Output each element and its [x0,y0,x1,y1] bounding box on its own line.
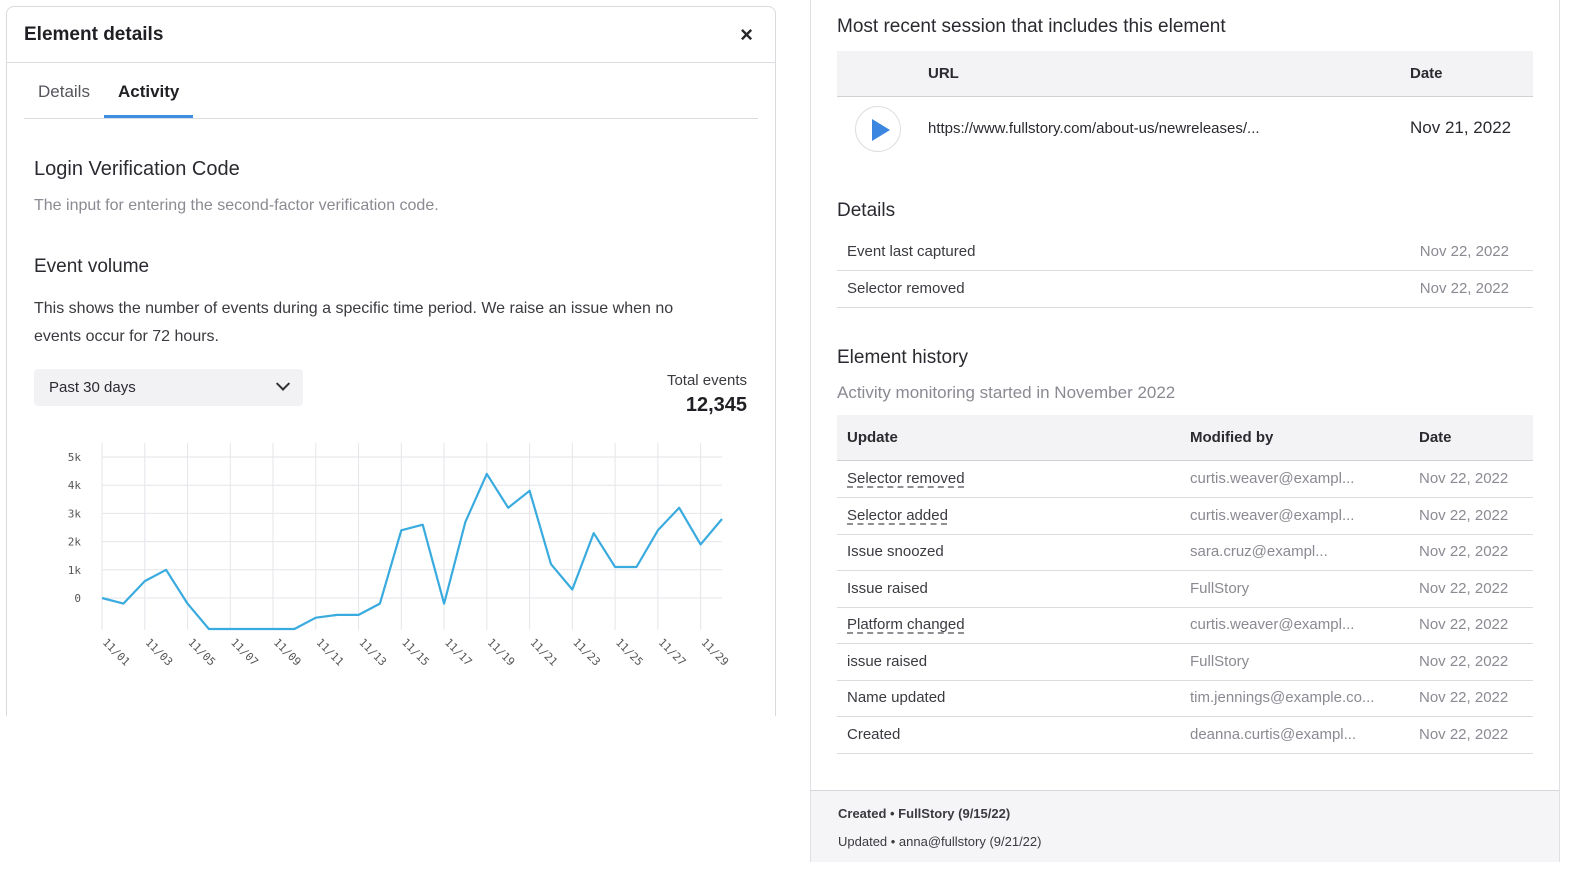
x-tick-label: 11/01 [100,636,133,669]
panel-header: Element details × [7,7,775,63]
tab-bar: Details Activity [24,63,758,119]
history-modified-by: FullStory [1190,580,1250,597]
history-row: Selector added curtis.weaver@exampl... N… [837,498,1533,535]
date-column-header: Date [1410,65,1443,82]
history-subtitle: Activity monitoring started in November … [837,383,1176,402]
detail-value: Nov 22, 2022 [1419,280,1509,297]
period-dropdown[interactable]: Past 30 days [34,369,303,406]
y-tick-label: 2k [68,536,82,549]
x-tick-label: 11/15 [399,636,432,669]
detail-value: Nov 22, 2022 [1419,243,1509,260]
date-column-header: Date [1419,429,1452,446]
history-row: Selector removed curtis.weaver@exampl...… [837,461,1533,498]
element-details-panel: Element details × Details Activity Login… [6,6,776,716]
total-events-label: Total events [666,372,747,389]
history-modified-by: deanna.curtis@exampl... [1190,726,1357,743]
x-tick-label: 11/09 [271,636,304,669]
history-row: Issue raised FullStory Nov 22, 2022 [837,571,1533,608]
history-row: Created deanna.curtis@exampl... Nov 22, … [837,717,1533,754]
x-tick-label: 11/17 [442,636,475,669]
tab-details[interactable]: Details [38,82,90,101]
history-update: Created [847,726,901,743]
y-tick-label: 3k [68,507,82,520]
event-volume-heading: Event volume [34,256,150,277]
x-tick-label: 11/07 [228,636,261,669]
x-tick-label: 11/21 [527,636,560,669]
element-description: The input for entering the second-factor… [34,197,439,214]
period-dropdown-value: Past 30 days [49,379,136,396]
x-tick-label: 11/23 [570,636,603,669]
history-date: Nov 22, 2022 [1419,653,1509,670]
history-modified-by: curtis.weaver@exampl... [1190,470,1355,487]
x-tick-label: 11/05 [185,636,218,669]
panel-title: Element details [24,23,164,45]
total-events-value: 12,345 [685,394,747,416]
history-modified-by: FullStory [1190,653,1250,670]
x-tick-label: 11/27 [656,636,689,669]
y-tick-label: 0 [74,592,81,605]
session-date: Nov 21, 2022 [1410,118,1512,137]
history-date: Nov 22, 2022 [1419,689,1509,706]
x-tick-label: 11/03 [143,636,176,669]
close-icon[interactable]: × [740,21,753,47]
history-update: Issue raised [847,580,928,597]
history-date: Nov 22, 2022 [1419,470,1509,487]
event-volume-description: This shows the number of events during a… [34,300,674,345]
history-date: Nov 22, 2022 [1419,726,1509,743]
history-date: Nov 22, 2022 [1419,580,1509,597]
tab-activity[interactable]: Activity [103,82,194,118]
metadata-footer: Created • FullStory (9/15/22) Updated • … [811,790,1559,862]
modified-by-column-header: Modified by [1190,429,1274,446]
history-heading: Element history [837,347,968,368]
x-tick-label: 11/29 [698,636,731,669]
details-heading: Details [837,200,896,221]
x-tick-label: 11/19 [485,636,518,669]
y-tick-label: 1k [68,564,82,577]
history-row: issue raised FullStory Nov 22, 2022 [837,644,1533,681]
session-and-history-panel: Most recent session that includes this e… [810,0,1560,862]
x-tick-label: 11/13 [356,636,389,669]
history-update: issue raised [847,653,928,670]
detail-label: Selector removed [847,280,965,297]
y-tick-label: 4k [68,479,82,492]
y-tick-label: 5k [68,451,82,464]
history-modified-by: tim.jennings@example.co... [1190,689,1375,706]
history-modified-by: sara.cruz@exampl... [1190,543,1328,560]
play-icon[interactable] [855,106,901,152]
detail-row: Selector removed Nov 22, 2022 [837,271,1533,308]
session-table-header: URL Date [837,51,1533,97]
detail-row: Event last captured Nov 22, 2022 [837,234,1533,271]
history-date: Nov 22, 2022 [1419,507,1509,524]
history-update-link[interactable]: Selector added [847,507,948,524]
history-table-header: Update Modified by Date [837,415,1533,461]
session-heading: Most recent session that includes this e… [837,16,1226,37]
history-update: Name updated [847,689,946,706]
session-url[interactable]: https://www.fullstory.com/about-us/newre… [928,120,1260,137]
history-update-link[interactable]: Platform changed [847,616,965,633]
history-date: Nov 22, 2022 [1419,616,1509,633]
history-modified-by: curtis.weaver@exampl... [1190,616,1355,633]
history-row: Issue snoozed sara.cruz@exampl... Nov 22… [837,534,1533,571]
x-tick-label: 11/11 [314,636,347,669]
history-update: Issue snoozed [847,543,944,560]
history-modified-by: curtis.weaver@exampl... [1190,507,1355,524]
history-update-link[interactable]: Selector removed [847,470,965,487]
history-date: Nov 22, 2022 [1419,543,1509,560]
footer-created: Created • FullStory (9/15/22) [838,806,1011,821]
footer-updated: Updated • anna@fullstory (9/21/22) [838,834,1042,849]
url-column-header: URL [928,65,959,82]
history-row: Platform changed curtis.weaver@exampl...… [837,607,1533,644]
update-column-header: Update [847,429,898,446]
chevron-down-icon [275,376,291,391]
event-volume-chart: 5k 4k 3k 2k 1k 0 11/01 11/03 11/05 11/07 11/09 11/… [68,443,731,669]
history-row: Name updated tim.jennings@example.co... … [837,680,1533,717]
element-name: Login Verification Code [34,158,240,180]
series-line [101,472,723,631]
session-row[interactable]: https://www.fullstory.com/about-us/newre… [837,98,1533,162]
x-tick-label: 11/25 [613,636,646,669]
detail-label: Event last captured [847,243,976,260]
